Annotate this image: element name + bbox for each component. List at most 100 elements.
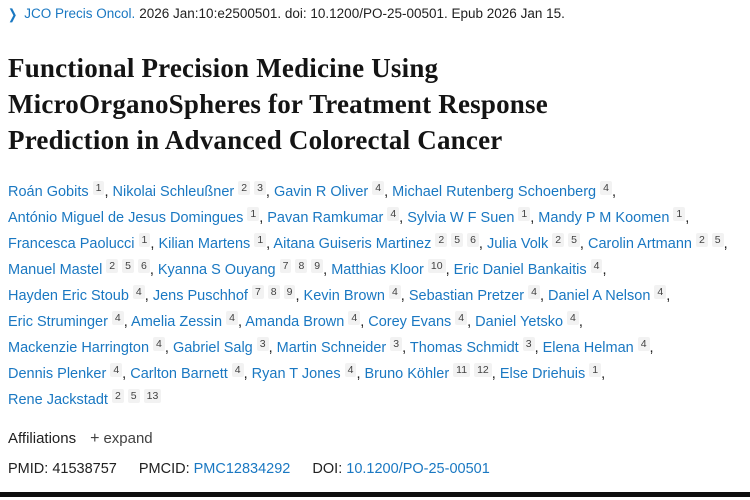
affiliation-superscript[interactable]: 7	[279, 259, 292, 273]
affiliation-superscript[interactable]: 2	[435, 233, 448, 247]
affiliation-superscript[interactable]: 3	[256, 337, 269, 351]
affiliations-expand-button[interactable]: + expand	[90, 430, 153, 448]
affiliation-superscript[interactable]: 2	[106, 259, 119, 273]
affiliation-superscript[interactable]: 12	[474, 363, 492, 377]
author-link[interactable]: Else Driehuis	[499, 366, 586, 382]
affiliation-superscript[interactable]: 4	[111, 311, 124, 325]
author-link[interactable]: Pavan Ramkumar	[267, 210, 384, 226]
affiliation-superscript[interactable]: 4	[567, 311, 579, 325]
author: Bruno Köhler 11 12,	[364, 363, 496, 382]
author-link[interactable]: Gabriel Salg	[172, 340, 253, 356]
affiliation-superscript[interactable]: 1	[92, 181, 105, 195]
author-link[interactable]: Kyanna S Ouyang	[157, 262, 276, 278]
affiliation-superscript[interactable]: 1	[247, 207, 260, 221]
affiliation-superscript[interactable]: 6	[137, 259, 150, 273]
pmcid-link[interactable]: PMC12834292	[193, 461, 291, 477]
affiliation-superscript[interactable]: 4	[600, 181, 612, 195]
author-link[interactable]: António Miguel de Jesus Domingues	[8, 210, 244, 226]
affiliation-superscript[interactable]: 1	[589, 363, 602, 377]
author-link[interactable]: Francesca Paolucci	[8, 236, 135, 252]
affiliation-superscript[interactable]: 4	[153, 337, 165, 351]
affiliation-superscript[interactable]: 1	[518, 207, 531, 221]
affiliation-superscript[interactable]: 5	[568, 233, 580, 247]
affiliation-superscript[interactable]: 2	[552, 233, 565, 247]
affiliation-superscript[interactable]: 1	[138, 233, 151, 247]
affiliation-superscript[interactable]: 4	[528, 285, 540, 299]
author-link[interactable]: Amelia Zessin	[131, 314, 223, 330]
author-link[interactable]: Gavin R Oliver	[273, 184, 369, 200]
author-link[interactable]: Mackenzie Harrington	[8, 340, 150, 356]
affiliation-superscript[interactable]: 4	[388, 285, 401, 299]
affiliation-superscript[interactable]: 10	[427, 259, 446, 273]
affiliation-superscript[interactable]: 2	[238, 181, 251, 195]
author: Nikolai Schleußner 2 3,	[112, 181, 270, 200]
affiliation-superscript[interactable]: 13	[143, 389, 162, 403]
author: Mackenzie Harrington 4,	[8, 337, 169, 356]
author-link[interactable]: Daniel A Nelson	[548, 288, 651, 304]
journal-link[interactable]: JCO Precis Oncol.	[24, 6, 136, 21]
author-link[interactable]: Kevin Brown	[303, 288, 385, 304]
author-link[interactable]: Carlton Barnett	[130, 366, 228, 382]
author-link[interactable]: Matthias Kloor	[331, 262, 424, 278]
author-link[interactable]: Corey Evans	[368, 314, 452, 330]
author-link[interactable]: Hayden Eric Stoub	[8, 288, 129, 304]
affiliation-superscript[interactable]: 8	[295, 259, 308, 273]
affiliation-superscript[interactable]: 1	[254, 233, 267, 247]
author-link[interactable]: Aitana Guiseris Martinez	[273, 236, 432, 252]
author-link[interactable]: Roán Gobits	[8, 184, 89, 200]
author-link[interactable]: Bruno Köhler	[364, 366, 450, 382]
doi-link[interactable]: 10.1200/PO-25-00501	[346, 461, 490, 477]
author-link[interactable]: Sebastian Pretzer	[408, 288, 525, 304]
author-link[interactable]: Elena Helman	[542, 340, 634, 356]
author-link[interactable]: Ryan T Jones	[251, 366, 341, 382]
author-link[interactable]: Rene Jackstadt	[8, 392, 108, 408]
author-link[interactable]: Kilian Martens	[158, 236, 251, 252]
author-link[interactable]: Manuel Mastel	[8, 262, 103, 278]
affiliation-superscript[interactable]: 6	[467, 233, 479, 247]
affiliation-superscript[interactable]: 2	[111, 389, 124, 403]
author-link[interactable]: Jens Puschhof	[152, 288, 248, 304]
author-link[interactable]: Julia Volk	[486, 236, 549, 252]
affiliation-superscript[interactable]: 4	[226, 311, 238, 325]
affiliation-superscript[interactable]: 8	[267, 285, 280, 299]
author-link[interactable]: Martin Schneider	[276, 340, 387, 356]
author-link[interactable]: Carolin Artmann	[587, 236, 692, 252]
affiliation-superscript[interactable]: 4	[654, 285, 667, 299]
affiliation-superscript[interactable]: 4	[590, 259, 603, 273]
affiliation-superscript[interactable]: 3	[254, 181, 266, 195]
affiliation-superscript[interactable]: 3	[390, 337, 403, 351]
affiliation-superscript[interactable]: 9	[311, 259, 324, 273]
affiliation-superscript[interactable]: 1	[673, 207, 686, 221]
affiliation-superscript[interactable]: 9	[283, 285, 296, 299]
author-link[interactable]: Thomas Schmidt	[409, 340, 519, 356]
affiliation-superscript[interactable]: 2	[695, 233, 708, 247]
author-link[interactable]: Eric Daniel Bankaitis	[453, 262, 587, 278]
author-link[interactable]: Michael Rutenberg Schoenberg	[392, 184, 597, 200]
author-link[interactable]: Daniel Yetsko	[475, 314, 564, 330]
affiliation-superscript[interactable]: 4	[348, 311, 361, 325]
affiliation-superscript[interactable]: 3	[522, 337, 535, 351]
affiliation-superscript[interactable]: 5	[122, 259, 134, 273]
author-link[interactable]: Nikolai Schleußner	[112, 184, 235, 200]
author-link[interactable]: Amanda Brown	[245, 314, 345, 330]
affiliation-superscript[interactable]: 4	[387, 207, 400, 221]
affiliation-superscript[interactable]: 5	[711, 233, 724, 247]
author-separator: ,	[144, 288, 149, 304]
affiliation-superscript[interactable]: 4	[637, 337, 650, 351]
chevron-right-icon[interactable]: ❯	[8, 7, 18, 23]
affiliation-superscript[interactable]: 4	[231, 363, 244, 377]
author-link[interactable]: Mandy P M Koomen	[538, 210, 670, 226]
affiliation-superscript[interactable]: 7	[251, 285, 264, 299]
affiliation-superscript[interactable]: 5	[127, 389, 140, 403]
author-link[interactable]: Dennis Plenker	[8, 366, 107, 382]
affiliation-superscript[interactable]: 4	[372, 181, 385, 195]
affiliation-superscript[interactable]: 4	[344, 363, 357, 377]
affiliation-superscript[interactable]: 4	[132, 285, 145, 299]
author-link[interactable]: Sylvia W F Suen	[407, 210, 515, 226]
affiliation-superscript[interactable]: 11	[453, 363, 471, 377]
affiliation-superscript[interactable]: 5	[451, 233, 464, 247]
affiliation-superscript[interactable]: 4	[455, 311, 468, 325]
author: Kevin Brown 4,	[303, 285, 405, 304]
affiliation-superscript[interactable]: 4	[110, 363, 123, 377]
author-link[interactable]: Eric Struminger	[8, 314, 108, 330]
